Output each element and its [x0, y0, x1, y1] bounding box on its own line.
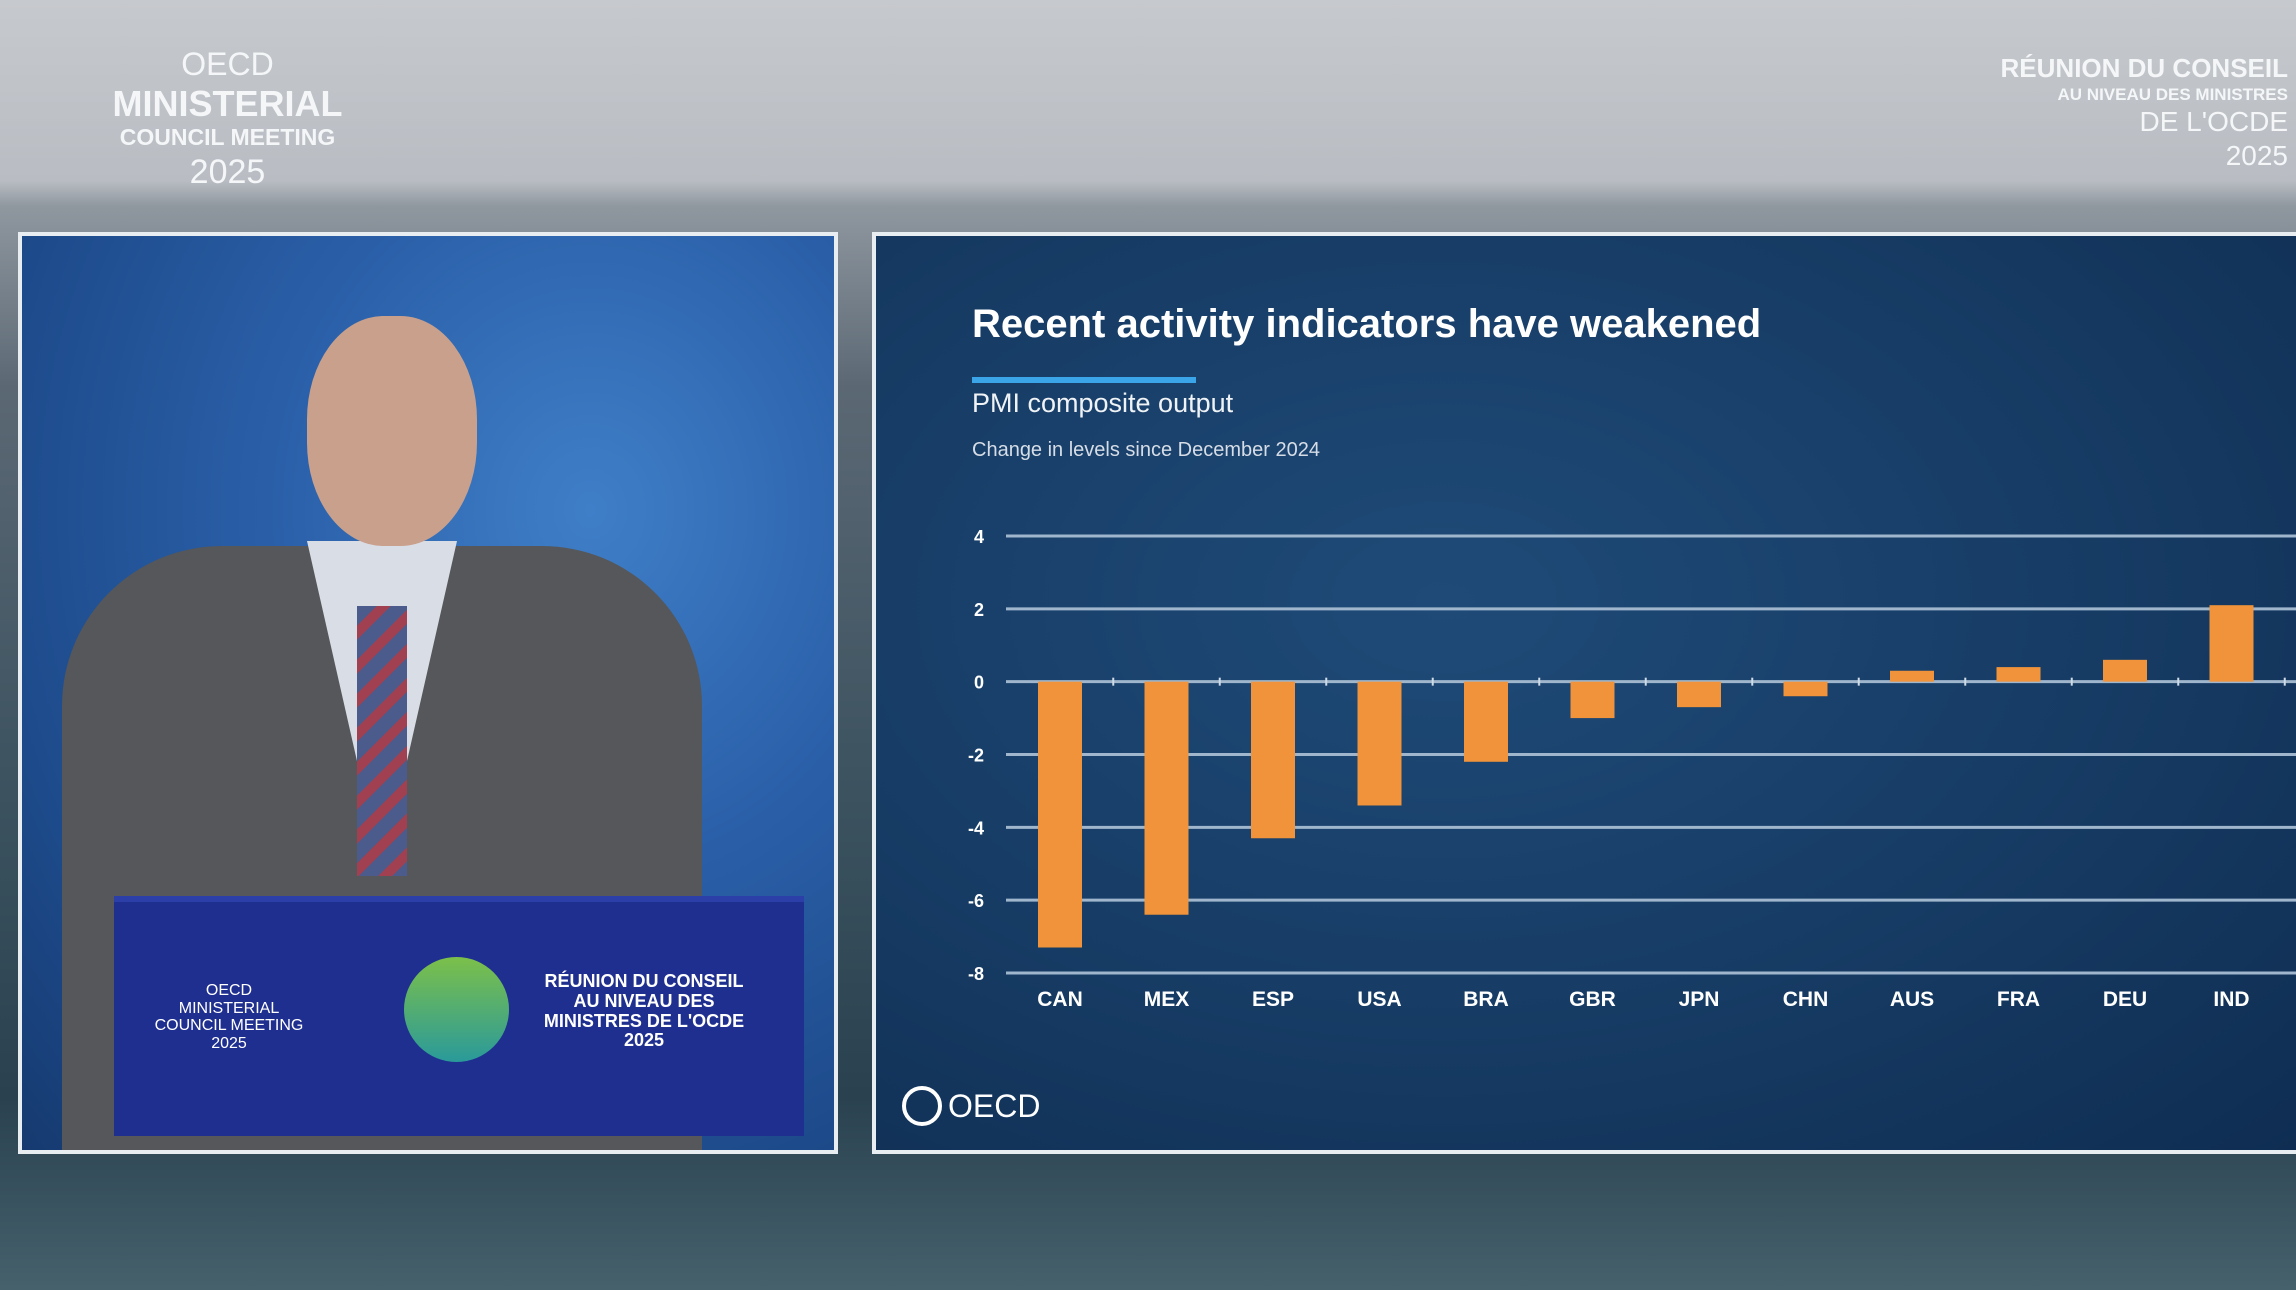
- bar-usa: [1357, 681, 1402, 806]
- x-tick-label: CAN: [1037, 988, 1083, 1011]
- bar-esp: [1251, 681, 1295, 839]
- x-tick-label: CHN: [1783, 988, 1829, 1011]
- x-tick-label: BRA: [1463, 988, 1509, 1011]
- bar-jpn: [1677, 681, 1721, 708]
- x-tick-label: USA: [1357, 988, 1401, 1011]
- podium-logo-left: OECD MINISTERIAL COUNCIL MEETING 2025: [154, 982, 304, 1052]
- speaker-video: OECD MINISTERIAL COUNCIL MEETING 2025 RÉ…: [18, 232, 838, 1154]
- y-tick-label: -6: [968, 891, 984, 911]
- y-tick-label: -4: [968, 818, 984, 838]
- x-tick-label: MEX: [1144, 988, 1190, 1011]
- accent-line: [972, 377, 1196, 383]
- chart-subtitle: PMI composite output: [972, 388, 1234, 418]
- bar-can: [1038, 681, 1082, 948]
- logo-text: COUNCIL MEETING: [119, 124, 336, 150]
- globe-logo-icon: [404, 957, 509, 1062]
- bar-deu: [2103, 659, 2147, 682]
- x-tick-label: AUS: [1890, 988, 1934, 1011]
- bar-fra: [1996, 667, 2041, 682]
- x-tick-label: DEU: [2103, 988, 2147, 1011]
- y-tick-label: -8: [968, 964, 984, 984]
- y-tick-label: 2: [974, 600, 984, 620]
- chart-title: Recent activity indicators have weakened: [972, 302, 1762, 346]
- bar-bra: [1464, 681, 1508, 762]
- x-tick-label: ESP: [1252, 988, 1294, 1011]
- bar-ind: [2209, 605, 2254, 682]
- speaker-tie: [357, 606, 407, 876]
- event-logo-left: OECD MINISTERIAL COUNCIL MEETING 2025: [100, 48, 355, 189]
- logo-text: AU NIVEAU DES MINISTRES: [2057, 85, 2288, 104]
- x-tick-label: GBR: [1569, 988, 1616, 1011]
- podium: OECD MINISTERIAL COUNCIL MEETING 2025 RÉ…: [114, 896, 804, 1136]
- logo-text: 2025: [189, 153, 266, 191]
- oecd-logo: OECD: [902, 1086, 1040, 1126]
- logo-text: DE L'OCDE: [2139, 106, 2289, 137]
- chart-slide: Recent activity indicators have weakened…: [872, 232, 2296, 1154]
- y-tick-label: -2: [968, 746, 984, 766]
- oecd-logo-text: OECD: [948, 1087, 1041, 1124]
- y-tick-label: 0: [974, 673, 984, 693]
- bar-chart: 4 2 0 -2 -4 -6 -8 CAN MEX ESP USA BRA GBR JPN CHN AUS FR…: [968, 527, 2296, 1011]
- event-logo-right: RÉUNION DU CONSEIL AU NIVEAU DES MINISTR…: [2001, 55, 2288, 170]
- bar-aus: [1890, 670, 1934, 682]
- logo-text: MINISTERIAL: [112, 83, 343, 124]
- logo-text: 2025: [2225, 140, 2288, 171]
- logo-text: RÉUNION DU CONSEIL: [2000, 53, 2288, 83]
- x-tick-label: FRA: [1997, 988, 2040, 1011]
- chart-note: Change in levels since December 2024: [972, 439, 1320, 461]
- y-tick-label: 4: [974, 527, 984, 547]
- bar-gbr: [1570, 681, 1615, 719]
- speaker-head: [307, 316, 477, 546]
- oecd-logo-icon: [902, 1086, 942, 1126]
- x-tick-label: IND: [2213, 988, 2249, 1011]
- x-tick-label: JPN: [1679, 988, 1720, 1011]
- logo-text: OECD: [181, 46, 274, 82]
- bar-mex: [1144, 681, 1189, 915]
- bar-chn: [1783, 681, 1828, 697]
- podium-logo-right: RÉUNION DU CONSEIL AU NIVEAU DES MINISTR…: [543, 971, 745, 1051]
